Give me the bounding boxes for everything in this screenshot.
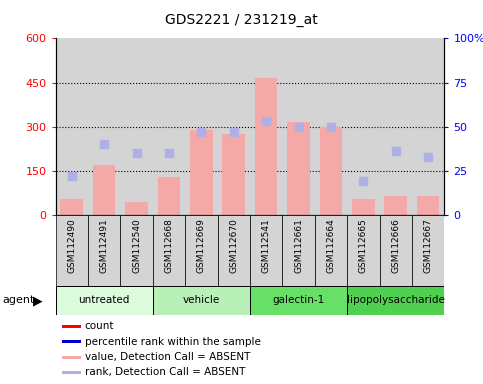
Text: ▶: ▶ (33, 294, 43, 307)
Text: GSM112661: GSM112661 (294, 218, 303, 273)
Text: GSM112490: GSM112490 (67, 218, 76, 273)
Bar (185, 38, 217, 215)
Text: lipopolysaccharide: lipopolysaccharide (347, 295, 445, 306)
Bar (120, 38, 153, 215)
Point (230, 129, 238, 135)
Text: GSM112541: GSM112541 (262, 218, 270, 273)
Bar (417, 196, 440, 215)
Bar (185, 215, 217, 286)
Bar (62, 340, 81, 343)
Text: value, Detection Call = ABSENT: value, Detection Call = ABSENT (85, 352, 250, 362)
Point (165, 150, 173, 156)
Bar (56, 215, 88, 286)
Bar (88, 215, 120, 286)
Point (359, 179, 367, 185)
Text: vehicle: vehicle (183, 295, 220, 306)
Bar (380, 38, 412, 215)
Text: GSM112667: GSM112667 (424, 218, 433, 273)
Bar (315, 38, 347, 215)
Bar (320, 127, 342, 215)
Point (295, 124, 302, 130)
Bar (222, 134, 245, 215)
Bar (347, 215, 380, 286)
Bar (283, 215, 315, 286)
Text: count: count (85, 321, 114, 331)
Bar (93, 165, 115, 215)
Text: GSM112491: GSM112491 (99, 218, 109, 273)
Point (133, 150, 141, 156)
Bar (56, 38, 88, 215)
Bar (384, 196, 407, 215)
Text: rank, Detection Call = ABSENT: rank, Detection Call = ABSENT (85, 367, 245, 377)
Bar (56, 286, 153, 315)
Bar (380, 215, 412, 286)
Text: GSM112670: GSM112670 (229, 218, 238, 273)
Point (198, 129, 205, 135)
Bar (250, 215, 283, 286)
Bar (250, 286, 347, 315)
Point (327, 124, 335, 130)
Bar (125, 202, 148, 215)
Bar (153, 215, 185, 286)
Bar (250, 38, 283, 215)
Text: GDS2221 / 231219_at: GDS2221 / 231219_at (165, 13, 318, 27)
Text: GSM112666: GSM112666 (391, 218, 400, 273)
Text: GSM112664: GSM112664 (327, 218, 336, 273)
Bar (217, 215, 250, 286)
Bar (62, 325, 81, 328)
Bar (62, 371, 81, 374)
Bar (153, 38, 185, 215)
Point (68, 173, 76, 179)
Bar (412, 38, 444, 215)
Point (424, 154, 432, 160)
Bar (315, 215, 347, 286)
Text: GSM112540: GSM112540 (132, 218, 141, 273)
Bar (190, 130, 213, 215)
Bar (283, 38, 315, 215)
Point (262, 118, 270, 124)
Bar (347, 38, 380, 215)
Bar (60, 199, 83, 215)
Bar (88, 38, 120, 215)
Text: galectin-1: galectin-1 (272, 295, 325, 306)
Point (100, 141, 108, 147)
Bar (412, 215, 444, 286)
Bar (217, 38, 250, 215)
Bar (153, 286, 250, 315)
Bar (287, 122, 310, 215)
Text: percentile rank within the sample: percentile rank within the sample (85, 337, 260, 347)
Bar (120, 215, 153, 286)
Bar (255, 78, 278, 215)
Point (392, 148, 399, 154)
Bar (352, 199, 375, 215)
Text: GSM112668: GSM112668 (164, 218, 173, 273)
Text: GSM112665: GSM112665 (359, 218, 368, 273)
Bar (347, 286, 444, 315)
Bar (62, 356, 81, 359)
Bar (157, 177, 180, 215)
Text: untreated: untreated (78, 295, 130, 306)
Text: agent: agent (2, 295, 35, 306)
Text: GSM112669: GSM112669 (197, 218, 206, 273)
